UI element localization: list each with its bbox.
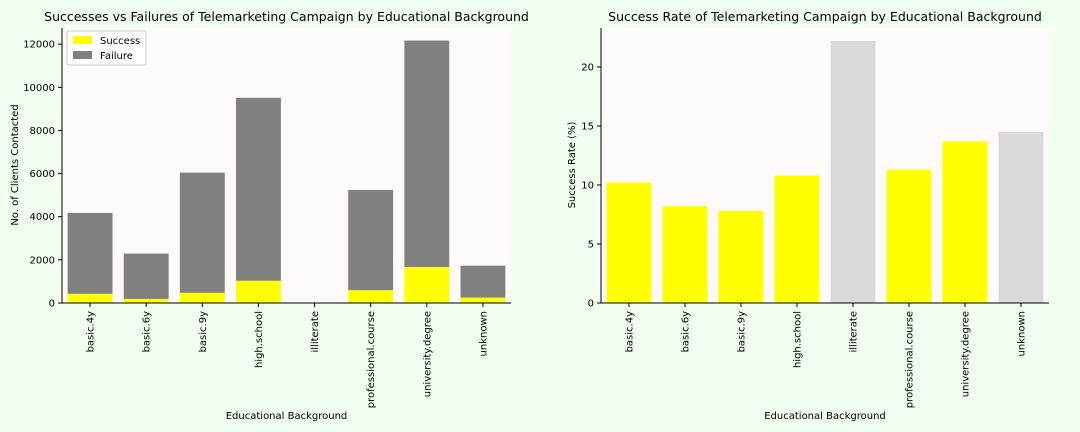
bar-failure <box>179 172 225 293</box>
bar <box>942 141 988 303</box>
bar-success <box>460 297 506 303</box>
bar-success <box>179 292 225 303</box>
x-axis-label: Educational Background <box>226 411 348 422</box>
bar-failure <box>404 40 450 267</box>
chart-left: Successes vs Failures of Telemarketing C… <box>10 9 529 422</box>
x-tick-label: illiterate <box>310 311 321 353</box>
x-tick-label: high.school <box>793 311 804 368</box>
bar <box>662 206 708 303</box>
y-tick-label: 10 <box>581 180 594 191</box>
x-tick-label: basic.6y <box>142 311 153 353</box>
y-tick-label: 12000 <box>23 40 55 51</box>
x-tick-label: basic.4y <box>86 311 97 353</box>
x-tick-label: professional.course <box>905 311 916 408</box>
x-tick-label: professional.course <box>366 311 377 408</box>
x-tick-label: university.degree <box>422 311 433 397</box>
y-tick-label: 4000 <box>30 212 55 223</box>
y-axis-label: No. of Clients Contacted <box>10 104 21 225</box>
bar-failure <box>348 189 394 291</box>
x-tick-label: university.degree <box>961 311 972 397</box>
y-tick-label: 15 <box>581 121 594 132</box>
x-tick-label: basic.6y <box>681 311 692 353</box>
x-axis-label: Educational Background <box>764 411 886 422</box>
bar <box>718 210 764 303</box>
bar-success <box>123 298 169 303</box>
marks-right: 0 5 10 15 20 basic.4y basic.6y basic.9y high.sch… <box>581 40 1044 408</box>
bar-failure <box>235 97 281 281</box>
chart-title: Success Rate of Telemarketing Campaign b… <box>608 9 1042 24</box>
bar-success <box>404 266 450 303</box>
x-tick-label: basic.9y <box>737 311 748 353</box>
y-tick-label: 6000 <box>30 169 55 180</box>
x-tick-label: unknown <box>478 311 489 356</box>
x-tick-label: high.school <box>254 311 265 368</box>
y-tick-label: 20 <box>581 62 594 73</box>
y-tick-label: 8000 <box>30 126 55 137</box>
chart-right: Success Rate of Telemarketing Campaign b… <box>567 9 1049 422</box>
legend: Success Failure <box>66 30 147 66</box>
bar-failure <box>460 265 506 298</box>
y-tick-label: 5 <box>588 239 594 250</box>
bar <box>998 131 1044 303</box>
marks-left: 0 2000 4000 6000 8000 10000 12000 basic.4y basic… <box>23 40 506 408</box>
bar <box>774 175 820 303</box>
legend-swatch-failure <box>73 51 92 59</box>
y-axis-label: Success Rate (%) <box>567 121 578 208</box>
x-tick-label: basic.9y <box>198 311 209 353</box>
legend-label-failure: Failure <box>100 51 133 62</box>
chart-title: Successes vs Failures of Telemarketing C… <box>44 9 529 24</box>
bar-success <box>348 290 394 303</box>
bar <box>830 40 876 303</box>
bar-success <box>67 293 113 303</box>
bar-success <box>235 280 281 303</box>
x-tick-label: illiterate <box>849 311 860 353</box>
bar-failure <box>123 253 169 299</box>
y-tick-label: 2000 <box>30 255 55 266</box>
y-tick-label: 10000 <box>23 83 55 94</box>
legend-label-success: Success <box>100 36 140 47</box>
y-tick-label: 0 <box>49 299 55 310</box>
bar <box>606 182 652 303</box>
x-tick-label: unknown <box>1017 311 1028 356</box>
bar <box>886 169 932 303</box>
y-tick-label: 0 <box>588 299 594 310</box>
x-tick-label: basic.4y <box>625 311 636 353</box>
bar-failure <box>67 212 113 294</box>
legend-swatch-success <box>73 36 92 44</box>
